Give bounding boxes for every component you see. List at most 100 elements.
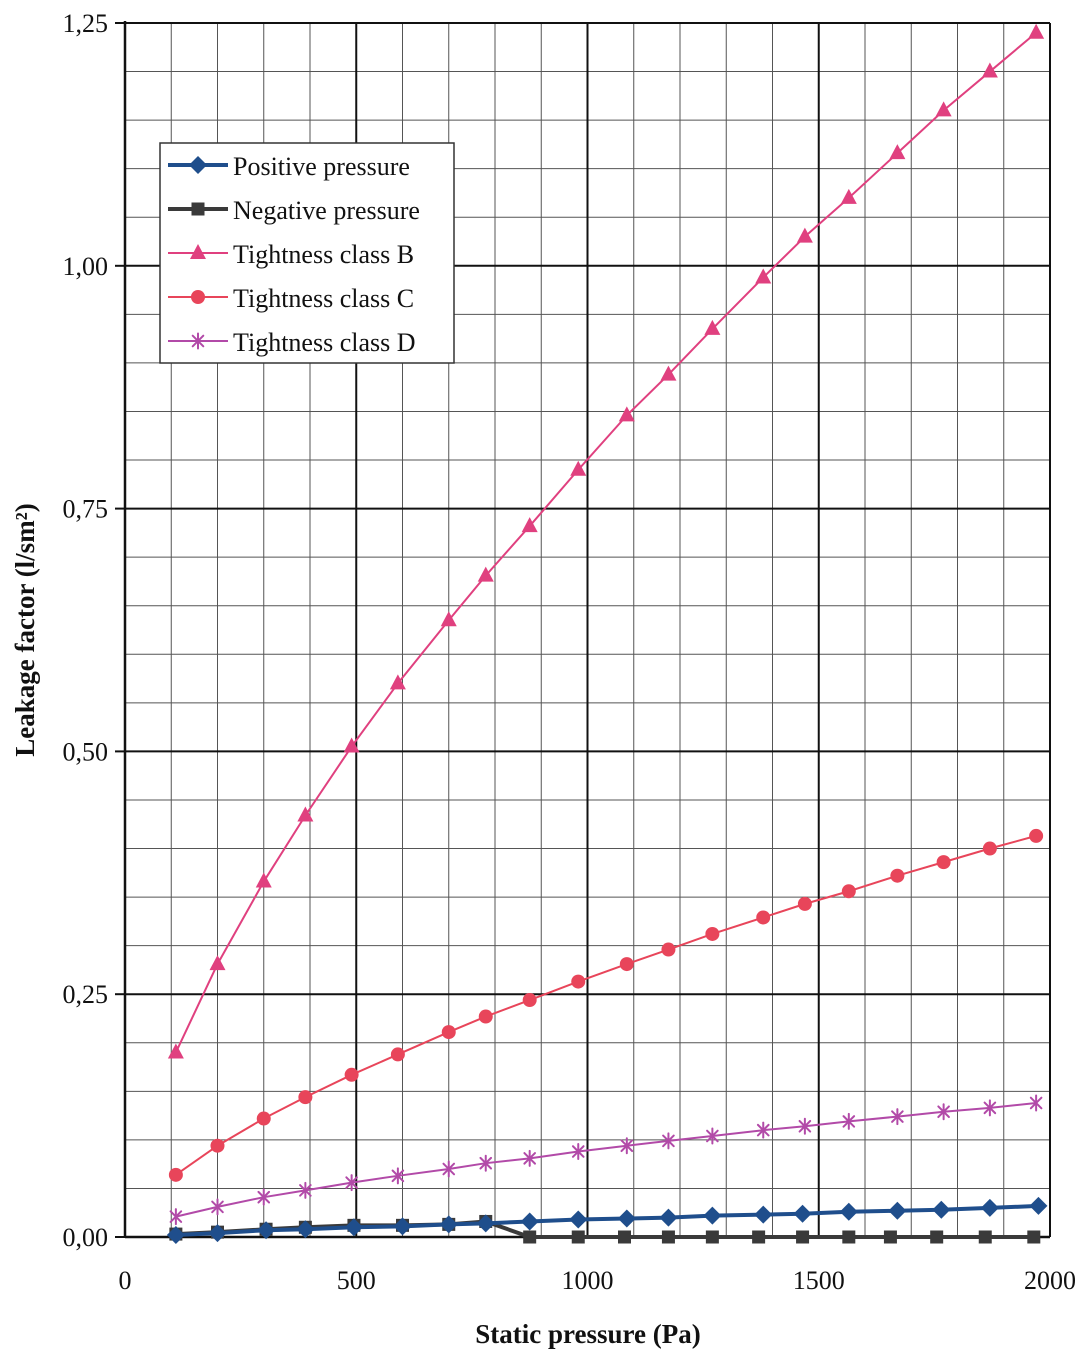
data-point [296, 1220, 315, 1239]
data-point-stroke [571, 1145, 585, 1158]
data-point [798, 1117, 812, 1135]
data-point [797, 896, 812, 911]
data-point [930, 1230, 944, 1244]
data-point [796, 227, 813, 243]
legend-item-positive-pressure: Positive pressure [168, 152, 410, 181]
data-point [191, 290, 205, 304]
data-point [393, 1217, 412, 1236]
legend-label: Tightness class D [233, 328, 416, 357]
data-point [477, 566, 494, 582]
data-point [191, 202, 205, 216]
data-point [1028, 23, 1045, 39]
data-point [756, 910, 771, 925]
data-point [618, 1230, 631, 1244]
data-point-stroke [662, 1134, 675, 1148]
data-point [659, 1208, 678, 1227]
data-point [936, 855, 951, 870]
data-point [661, 942, 676, 957]
legend-sample [168, 202, 228, 216]
data-point [703, 1206, 722, 1225]
legend-item-tightness-class-c: Tightness class C [168, 284, 414, 313]
data-point [389, 674, 406, 690]
legend-sample [168, 244, 228, 259]
data-point [1029, 1196, 1048, 1215]
series-positive-pressure [166, 1196, 1048, 1245]
data-point [704, 319, 721, 335]
data-point [209, 955, 226, 971]
data-point [391, 1167, 405, 1185]
data-point-stroke [211, 1200, 224, 1214]
data-point [256, 1111, 271, 1126]
legend-sample [168, 332, 228, 350]
data-point [570, 460, 587, 476]
data-point [569, 1210, 588, 1229]
data-point [344, 1067, 359, 1082]
y-axis-title: Leakage factor (l/sm²) [10, 503, 40, 757]
data-point [211, 1198, 224, 1216]
data-point-stroke [983, 1101, 997, 1115]
y-tick-label: 0,50 [63, 737, 109, 766]
data-point-stroke [706, 1129, 719, 1143]
data-point [168, 1167, 183, 1182]
data-point [935, 101, 952, 117]
x-tick-label: 1500 [793, 1266, 845, 1295]
data-point-stroke [442, 1162, 456, 1176]
data-point [937, 1103, 950, 1121]
data-point [618, 406, 635, 422]
data-point [255, 872, 272, 888]
series-tightness-class-d [169, 1094, 1043, 1226]
data-point [479, 1154, 493, 1172]
data-point [1029, 1094, 1043, 1112]
data-point-stroke [798, 1119, 812, 1133]
data-point [166, 1226, 185, 1245]
data-point [883, 1230, 897, 1244]
data-point [661, 1230, 675, 1244]
legend-label: Tightness class C [233, 284, 414, 313]
x-tick-label: 500 [337, 1266, 376, 1295]
data-point [520, 1212, 539, 1231]
data-point [891, 1108, 904, 1126]
data-point-stroke [891, 1110, 904, 1123]
data-point [169, 1208, 183, 1226]
legend-item-tightness-class-d: Tightness class D [168, 328, 416, 357]
data-point [191, 332, 205, 350]
data-point [888, 1201, 907, 1220]
data-point [793, 1204, 812, 1223]
data-point-stroke [937, 1105, 950, 1119]
data-point [522, 993, 537, 1008]
data-point [617, 1209, 636, 1228]
y-tick-label: 0,75 [63, 495, 109, 524]
data-point [167, 1043, 184, 1059]
data-point [660, 365, 677, 381]
data-point [299, 1181, 312, 1199]
y-tick-label: 0,25 [63, 980, 109, 1009]
data-point [297, 806, 314, 822]
data-point [842, 1112, 856, 1130]
legend-item-tightness-class-b: Tightness class B [168, 240, 414, 269]
data-point-stroke [257, 1190, 271, 1204]
legend-label: Positive pressure [233, 152, 410, 181]
data-point [523, 1230, 537, 1244]
y-tick-label: 1,00 [63, 252, 109, 281]
data-point-stroke [842, 1115, 856, 1128]
data-point [257, 1188, 271, 1206]
data-point-stroke [299, 1184, 312, 1197]
tick-labels: 0 500 1000 1500 2000 0,00 0,25 0,50 0,75 1,00 1,25 [63, 9, 1077, 1295]
data-point-stroke [479, 1156, 493, 1170]
data-point [476, 1214, 495, 1233]
data-point [752, 1230, 766, 1244]
data-point [981, 62, 998, 78]
data-point [344, 1218, 363, 1237]
data-point [890, 868, 905, 883]
data-point [620, 1137, 634, 1155]
data-point-stroke [1029, 1096, 1043, 1110]
data-point [932, 1200, 951, 1219]
x-tick-label: 1000 [562, 1266, 614, 1295]
series-line [175, 834, 1037, 1176]
x-axis-title: Static pressure (Pa) [475, 1319, 700, 1349]
data-point [756, 1121, 770, 1139]
data-point [705, 926, 720, 941]
data-point-stroke [756, 1123, 770, 1137]
x-tick-label: 2000 [1024, 1266, 1076, 1295]
